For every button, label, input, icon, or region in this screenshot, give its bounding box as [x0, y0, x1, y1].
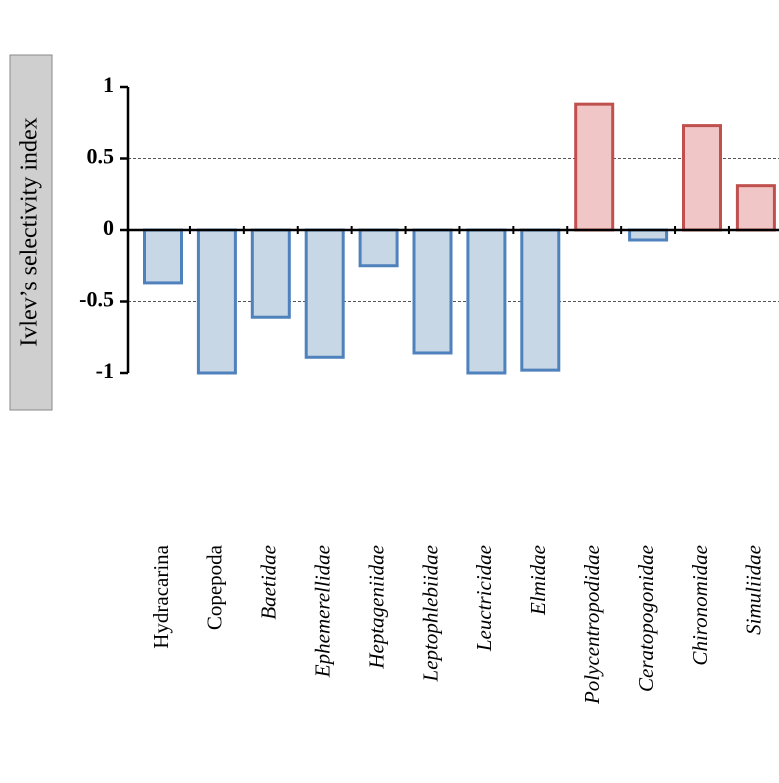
bar [198, 230, 235, 373]
bar [145, 230, 182, 283]
x-tick-label: Ceratopogonidae [634, 545, 658, 692]
page: Ivlev’s selectivity index 1 0.5 0 -0.5 -1 Hyd… [0, 0, 779, 783]
x-tick-label: Heptageniidae [364, 545, 388, 670]
bar [576, 104, 613, 230]
x-tick-label: Ephemerellidae [311, 545, 335, 678]
x-tick-label: Chironomidae [688, 545, 712, 666]
bar [414, 230, 451, 353]
chart: Ivlev’s selectivity index 1 0.5 0 -0.5 -1 Hyd… [0, 0, 779, 783]
bar [630, 230, 667, 240]
x-tick-label: Leuctricidae [472, 545, 496, 652]
x-tick-label: Hydracarina [149, 544, 173, 648]
y-axis-label: Ivlev’s selectivity index [17, 117, 43, 346]
bar [684, 126, 721, 230]
x-tick-label: Leptophlebiidae [418, 545, 442, 682]
bar [360, 230, 397, 266]
bar [468, 230, 505, 373]
bar [252, 230, 289, 317]
x-tick-label: Copepoda [203, 544, 227, 630]
x-tick-label: Polycentropodidae [580, 545, 604, 705]
y-tick-label: 0 [103, 215, 114, 240]
y-tick-label: 1 [103, 72, 114, 97]
x-tick-label: Baetidae [257, 545, 281, 620]
y-tick-label: -0.5 [79, 287, 114, 312]
bar [306, 230, 343, 357]
bar [737, 186, 774, 230]
x-tick-label: Simuliidae [742, 545, 766, 635]
y-tick-label: 0.5 [87, 144, 115, 169]
bar [522, 230, 559, 370]
x-tick-label: Elmidae [526, 545, 550, 616]
y-tick-label: -1 [96, 358, 114, 383]
